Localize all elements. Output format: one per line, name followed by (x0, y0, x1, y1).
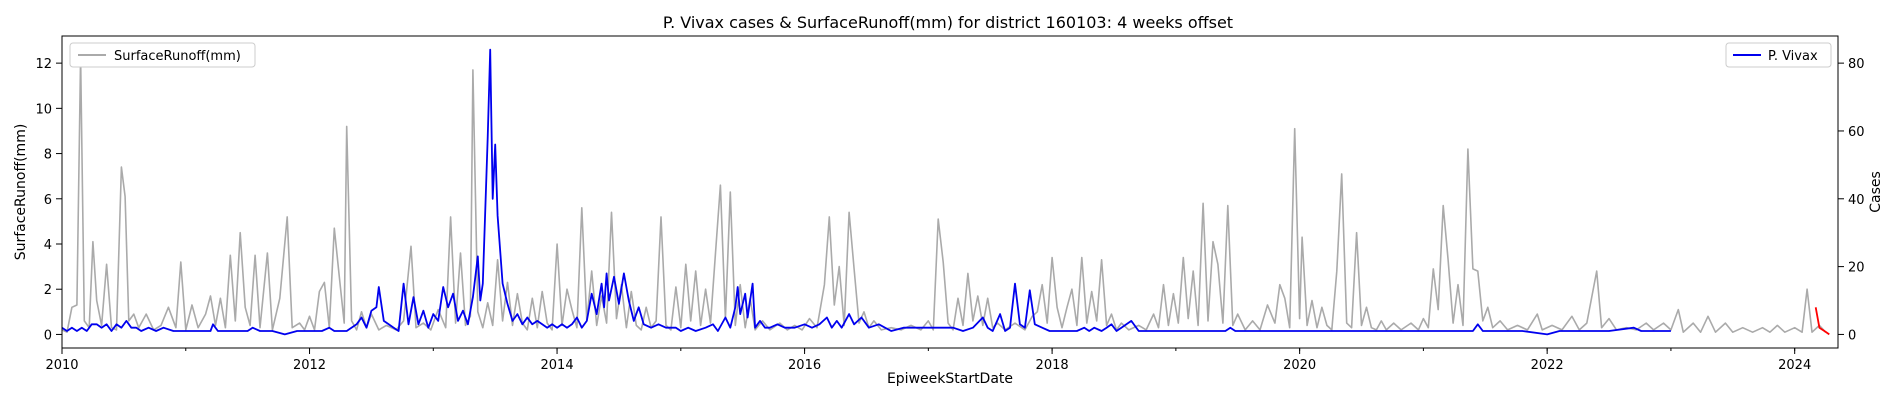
y-left-tick-label: 12 (35, 57, 52, 72)
x-tick-label: 2014 (541, 358, 574, 373)
y-left-tick-label: 10 (35, 102, 52, 117)
y-right-tick-label: 20 (1848, 261, 1865, 276)
x-tick-label: 2016 (788, 358, 821, 373)
legend-right-label: P. Vivax (1768, 49, 1818, 64)
legend-left-label: SurfaceRunoff(mm) (114, 49, 241, 64)
chart-title: P. Vivax cases & SurfaceRunoff(mm) for d… (663, 13, 1233, 32)
y-left-tick-label: 6 (44, 193, 52, 208)
x-tick-label: 2020 (1283, 358, 1316, 373)
series-line-segment-2 (1814, 307, 1830, 336)
plot-frame (61, 35, 1839, 349)
x-tick-label: 2024 (1778, 358, 1811, 373)
y-right-tick-label: 60 (1848, 125, 1865, 140)
y-left-tick-label: 2 (44, 283, 52, 298)
y-axis-left-label: SurfaceRunoff(mm) (13, 124, 29, 261)
y-right-tick-label: 40 (1848, 193, 1865, 208)
x-axis: 2010 2012 2014 2016 2018 2020 2022 2024 (45, 348, 1811, 373)
x-tick-label: 2012 (293, 358, 326, 373)
y-right-tick-label: 80 (1848, 57, 1865, 72)
series-layer (62, 48, 1830, 336)
y-left-tick-label: 0 (44, 328, 52, 343)
x-axis-label: EpiweekStartDate (887, 371, 1013, 387)
y-right-tick-label: 0 (1848, 328, 1856, 343)
y-axis-right: 0 20 40 60 80 (1838, 57, 1865, 343)
series-line-p-vivax (62, 48, 1671, 336)
legend-left: SurfaceRunoff(mm) (69, 42, 256, 68)
x-tick-label: 2022 (1531, 358, 1564, 373)
x-tick-label: 2018 (1036, 358, 1069, 373)
y-left-tick-label: 8 (44, 148, 52, 163)
y-axis-right-label: Cases (1868, 171, 1884, 213)
legend-right: P. Vivax (1725, 42, 1832, 68)
x-tick-label: 2010 (45, 358, 78, 373)
series-line-surfacerunoff-mm (62, 55, 1827, 333)
y-left-tick-label: 4 (44, 238, 52, 253)
y-axis-left: 0 2 4 6 8 10 12 (35, 57, 62, 343)
